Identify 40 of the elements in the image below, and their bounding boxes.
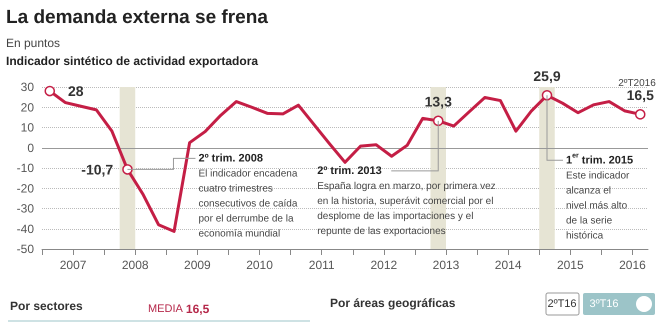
text: Por sectores — [10, 299, 84, 313]
y-tick-label: 0 — [27, 140, 34, 155]
chart-subtitle: En puntos — [6, 36, 60, 50]
y-tick-label: 20 — [20, 100, 34, 114]
x-tick-label: 2013 — [432, 258, 460, 272]
y-axis-title: Indicador sintético de actividad exportadora — [6, 54, 258, 68]
y-tick-label: -30 — [16, 202, 34, 216]
x-tick-label: 2016 — [619, 258, 646, 272]
x-tick-label: 2014 — [494, 258, 522, 272]
y-tick-label: -20 — [16, 181, 34, 196]
x-tick-label: 2010 — [246, 258, 274, 272]
point — [44, 86, 56, 96]
data-label: -10,7 — [81, 161, 114, 178]
x-tick-label: 2009 — [184, 258, 212, 272]
y-tick-label: 30 — [20, 80, 34, 94]
annotation: 2º trim. 2013 España logra en marzo, por primera vez en la historia, superávit comercial por el desplome de las importaciones y el repunte de las exportaciones — [317, 164, 496, 237]
chart-title: La demanda externa se frena — [6, 7, 268, 28]
text: Por áreas geográficas — [330, 296, 456, 310]
text: 3ºT16 — [589, 298, 619, 310]
x-tick-label: 2007 — [60, 258, 87, 272]
y-tick-label: -50 — [16, 242, 34, 256]
point — [542, 90, 552, 101]
point — [634, 109, 646, 120]
text: MEDIA 16,5 — [148, 302, 210, 316]
annotation: 2º trim. 2008 El indicador encadena cuatro trimestres consecutivos de caída por el derrumbe de la economía mundial — [198, 152, 298, 240]
x-tick-label: 2011 — [308, 258, 335, 272]
x-tick-label: 2012 — [370, 258, 398, 272]
y-tick-label: -40 — [16, 222, 34, 236]
data-label: 28 — [68, 83, 84, 100]
point — [122, 164, 133, 175]
text: 2ºT16 — [547, 298, 577, 310]
x-tick-label: 2008 — [122, 258, 149, 272]
data-label: 25,9 — [533, 68, 561, 84]
annotation: 2ºT2016 — [618, 78, 656, 89]
data-label: 16,5 — [626, 87, 654, 104]
data-label: 13,3 — [424, 94, 452, 110]
y-tick-label: -10 — [16, 161, 34, 175]
y-tick-label: 10 — [20, 120, 34, 134]
point — [432, 116, 444, 126]
x-tick-label: 2015 — [556, 258, 584, 272]
